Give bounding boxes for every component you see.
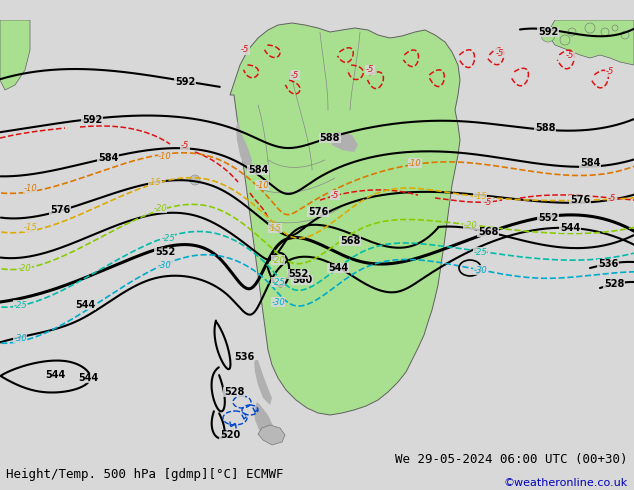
Text: 568: 568 bbox=[478, 227, 498, 237]
Text: -20: -20 bbox=[18, 264, 32, 272]
Text: -20: -20 bbox=[153, 203, 167, 213]
Text: 592: 592 bbox=[538, 27, 558, 37]
Text: -20: -20 bbox=[271, 255, 285, 265]
Text: 544: 544 bbox=[328, 263, 348, 273]
Text: -30: -30 bbox=[271, 297, 285, 307]
Text: -5: -5 bbox=[291, 71, 299, 79]
Text: 544: 544 bbox=[560, 223, 580, 233]
Text: 588: 588 bbox=[320, 133, 340, 143]
Text: 584: 584 bbox=[580, 158, 600, 168]
Text: -5: -5 bbox=[608, 194, 616, 202]
Text: -10: -10 bbox=[408, 158, 422, 168]
Polygon shape bbox=[548, 20, 634, 65]
Text: -25: -25 bbox=[161, 234, 175, 243]
Circle shape bbox=[612, 25, 618, 31]
Circle shape bbox=[541, 28, 555, 42]
Polygon shape bbox=[254, 402, 275, 440]
Polygon shape bbox=[0, 20, 30, 90]
Text: -10: -10 bbox=[158, 151, 172, 161]
Text: 568: 568 bbox=[340, 236, 360, 246]
Text: 576: 576 bbox=[570, 195, 590, 205]
Text: 588: 588 bbox=[534, 123, 555, 133]
Circle shape bbox=[585, 23, 595, 33]
Text: 576: 576 bbox=[308, 207, 328, 217]
Polygon shape bbox=[230, 23, 460, 415]
Text: 536: 536 bbox=[234, 352, 254, 362]
Text: 560: 560 bbox=[292, 275, 312, 285]
Text: -25: -25 bbox=[271, 277, 285, 287]
Text: -5: -5 bbox=[331, 191, 339, 199]
Text: -15: -15 bbox=[268, 223, 282, 232]
Text: -10: -10 bbox=[255, 180, 269, 190]
Text: -5: -5 bbox=[566, 51, 574, 60]
Text: -5: -5 bbox=[366, 66, 374, 74]
Text: 592: 592 bbox=[82, 115, 102, 125]
Text: 528: 528 bbox=[224, 387, 244, 397]
Text: -30: -30 bbox=[158, 261, 172, 270]
Text: 584: 584 bbox=[98, 153, 118, 163]
Text: 544: 544 bbox=[75, 300, 95, 310]
Text: -25: -25 bbox=[473, 247, 487, 256]
Text: -5: -5 bbox=[484, 197, 492, 206]
Text: 520: 520 bbox=[220, 430, 240, 440]
Polygon shape bbox=[330, 132, 358, 152]
Text: -5: -5 bbox=[496, 49, 504, 57]
Text: -5: -5 bbox=[181, 141, 189, 149]
Polygon shape bbox=[254, 360, 272, 405]
Text: -5: -5 bbox=[241, 46, 249, 54]
Text: -15: -15 bbox=[473, 192, 487, 200]
Text: -30: -30 bbox=[13, 334, 27, 343]
Text: 584: 584 bbox=[248, 165, 268, 175]
Circle shape bbox=[621, 31, 629, 39]
Text: 544: 544 bbox=[45, 370, 65, 380]
Text: -15: -15 bbox=[148, 177, 162, 187]
Text: 544: 544 bbox=[78, 373, 98, 383]
Text: 536: 536 bbox=[598, 259, 618, 269]
Text: Height/Temp. 500 hPa [gdmp][°C] ECMWF: Height/Temp. 500 hPa [gdmp][°C] ECMWF bbox=[6, 468, 284, 481]
Polygon shape bbox=[258, 425, 285, 445]
Circle shape bbox=[190, 175, 200, 185]
Text: -5: -5 bbox=[606, 68, 614, 76]
Text: -15: -15 bbox=[23, 222, 37, 231]
Text: 592: 592 bbox=[175, 77, 195, 87]
Polygon shape bbox=[236, 120, 252, 175]
Text: -20: -20 bbox=[463, 220, 477, 229]
Text: ©weatheronline.co.uk: ©weatheronline.co.uk bbox=[503, 478, 628, 488]
Text: 552: 552 bbox=[155, 247, 175, 257]
Text: -25: -25 bbox=[13, 300, 27, 310]
Text: 528: 528 bbox=[604, 279, 624, 289]
Text: 552: 552 bbox=[538, 213, 558, 223]
Text: 576: 576 bbox=[50, 205, 70, 215]
Circle shape bbox=[568, 28, 576, 36]
Text: 552: 552 bbox=[288, 269, 308, 279]
Text: -10: -10 bbox=[23, 183, 37, 193]
Circle shape bbox=[601, 28, 609, 36]
Circle shape bbox=[560, 35, 570, 45]
Text: We 29-05-2024 06:00 UTC (00+30): We 29-05-2024 06:00 UTC (00+30) bbox=[395, 453, 628, 466]
Text: -30: -30 bbox=[473, 266, 487, 274]
